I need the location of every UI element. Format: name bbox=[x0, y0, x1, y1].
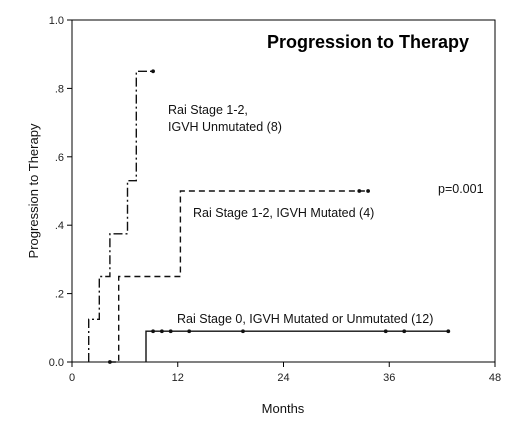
x-tick-label: 48 bbox=[489, 372, 501, 384]
censor-mark bbox=[151, 329, 155, 334]
censor-mark bbox=[366, 189, 370, 193]
censor-mark bbox=[383, 329, 388, 334]
annotation-stage0: Rai Stage 0, IGVH Mutated or Unmutated (… bbox=[177, 312, 433, 326]
annotation-unmutated-line1: Rai Stage 1-2, bbox=[168, 103, 248, 117]
censor-mark bbox=[107, 360, 112, 364]
y-tick-label: .2 bbox=[55, 289, 64, 301]
series-stage0 bbox=[145, 329, 451, 362]
y-tick-label: .4 bbox=[55, 220, 64, 232]
annotation-p-value: p=0.001 bbox=[438, 182, 484, 196]
censor-mark bbox=[168, 329, 173, 334]
series-mutated-line bbox=[109, 190, 369, 363]
censor-mark bbox=[402, 329, 407, 334]
censor-mark bbox=[446, 329, 451, 334]
annotation-mutated: Rai Stage 1-2, IGVH Mutated (4) bbox=[193, 206, 374, 220]
series-stage0-line bbox=[145, 330, 449, 362]
x-tick-label: 0 bbox=[69, 372, 75, 384]
y-tick-label: 0.0 bbox=[49, 357, 64, 369]
y-tick-label: .6 bbox=[55, 152, 64, 164]
series-unmutated-line bbox=[88, 70, 154, 362]
x-axis-label: Months bbox=[262, 401, 305, 416]
x-tick-label: 12 bbox=[172, 372, 184, 384]
series-unmutated bbox=[88, 69, 155, 362]
x-tick-label: 24 bbox=[277, 372, 289, 384]
annotation-unmutated-line2: IGVH Unmutated (8) bbox=[168, 120, 282, 134]
censor-mark bbox=[159, 329, 164, 334]
censor-mark bbox=[357, 189, 362, 193]
x-tick-label: 36 bbox=[383, 372, 395, 384]
series-mutated bbox=[107, 189, 370, 364]
y-tick-label: .8 bbox=[55, 83, 64, 95]
y-tick-label: 1.0 bbox=[49, 15, 64, 27]
censor-mark bbox=[187, 329, 192, 334]
censor-mark bbox=[151, 69, 155, 74]
chart-title: Progression to Therapy bbox=[267, 32, 469, 52]
y-axis-label: Progression to Therapy bbox=[26, 123, 41, 258]
censor-mark bbox=[241, 329, 245, 334]
